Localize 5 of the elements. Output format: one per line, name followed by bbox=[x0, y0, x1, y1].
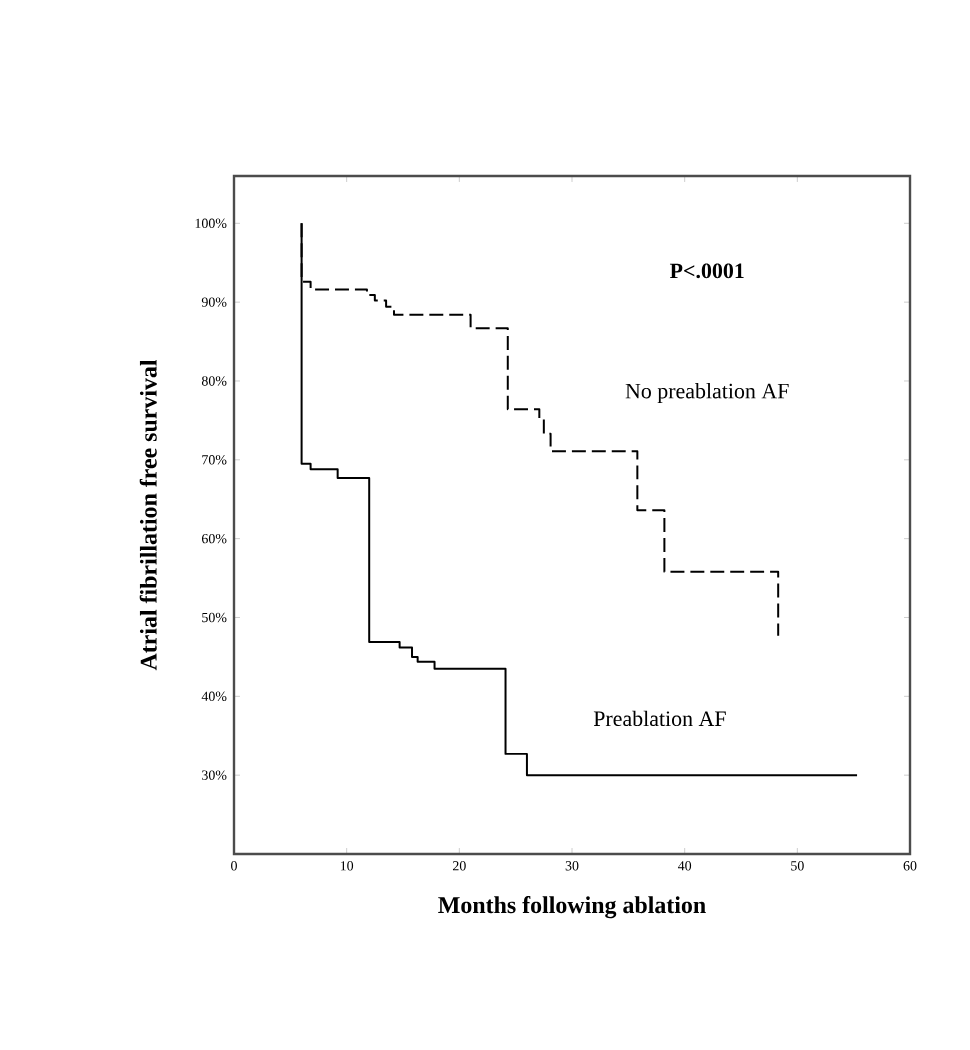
text: Preablation AF bbox=[593, 710, 726, 727]
x-axis-title: Months following ablation bbox=[438, 896, 706, 919]
annotation: P<.0001 bbox=[669, 263, 744, 279]
y-axis-title: Atrial fibrillation free survival bbox=[139, 359, 157, 671]
text: No preablation AF bbox=[625, 383, 789, 403]
